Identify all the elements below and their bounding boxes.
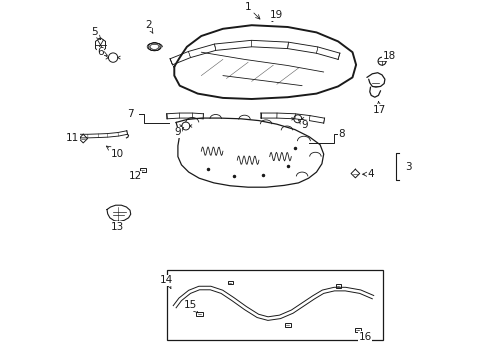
Text: 13: 13 [111, 220, 124, 232]
Text: 4: 4 [362, 169, 374, 179]
Text: 9: 9 [298, 120, 307, 130]
Text: 16: 16 [358, 331, 371, 342]
Text: 12: 12 [128, 171, 142, 181]
Text: 11: 11 [66, 133, 81, 143]
Text: 5: 5 [90, 27, 101, 40]
Text: 2: 2 [145, 20, 153, 33]
Text: 10: 10 [106, 146, 124, 159]
Text: 14: 14 [160, 275, 173, 288]
Text: 3: 3 [404, 162, 410, 172]
Text: 15: 15 [183, 300, 198, 313]
Text: 1: 1 [244, 2, 260, 19]
Text: 6: 6 [97, 47, 107, 57]
Text: 7: 7 [127, 109, 134, 120]
Text: 18: 18 [382, 51, 395, 61]
Text: 8: 8 [337, 129, 344, 139]
Text: 17: 17 [372, 102, 386, 115]
Text: 19: 19 [270, 10, 283, 22]
Text: 9: 9 [174, 127, 183, 138]
